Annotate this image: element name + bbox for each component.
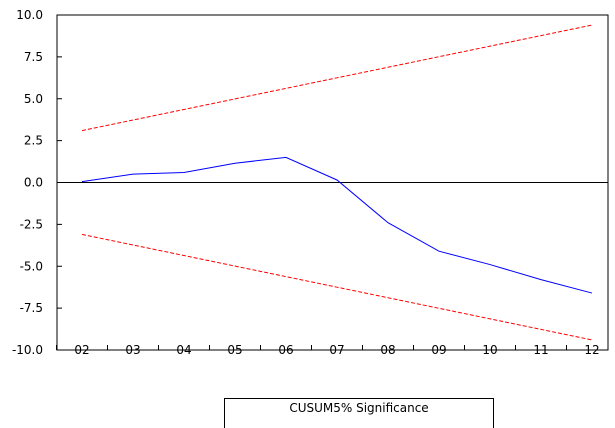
y-axis: 10.0 7.5 5.0 2.5 0.0 -2.5 -5.0 -7.5 -10.0 <box>12 8 62 357</box>
legend: CUSUM5% Significance <box>224 398 494 428</box>
x-tick-label: 09 <box>431 343 446 357</box>
x-tick-label: 10 <box>482 343 497 357</box>
x-tick-label: 11 <box>533 343 548 357</box>
y-tick-label: 2.5 <box>24 134 43 148</box>
legend-label: CUSUM5% Significance <box>225 401 493 415</box>
y-tick-label: 5.0 <box>24 92 43 106</box>
upper-significance-line <box>82 25 592 131</box>
x-tick-label: 12 <box>584 343 599 357</box>
x-tick-label: 08 <box>380 343 395 357</box>
lower-significance-line <box>82 234 592 340</box>
x-tick-label: 04 <box>176 343 191 357</box>
y-tick-label: -5.0 <box>20 259 43 273</box>
y-tick-label: -7.5 <box>20 301 43 315</box>
x-tick-label: 06 <box>278 343 293 357</box>
y-tick-label: 7.5 <box>24 50 43 64</box>
x-tick-label: 03 <box>125 343 140 357</box>
x-tick-label: 05 <box>227 343 242 357</box>
x-tick-label: 02 <box>74 343 89 357</box>
cusum-series-line <box>82 157 592 293</box>
y-tick-label: -10.0 <box>12 343 43 357</box>
y-tick-label: 0.0 <box>24 176 43 190</box>
y-tick-label: -2.5 <box>20 217 43 231</box>
x-tick-label: 07 <box>329 343 344 357</box>
y-tick-label: 10.0 <box>16 8 43 22</box>
